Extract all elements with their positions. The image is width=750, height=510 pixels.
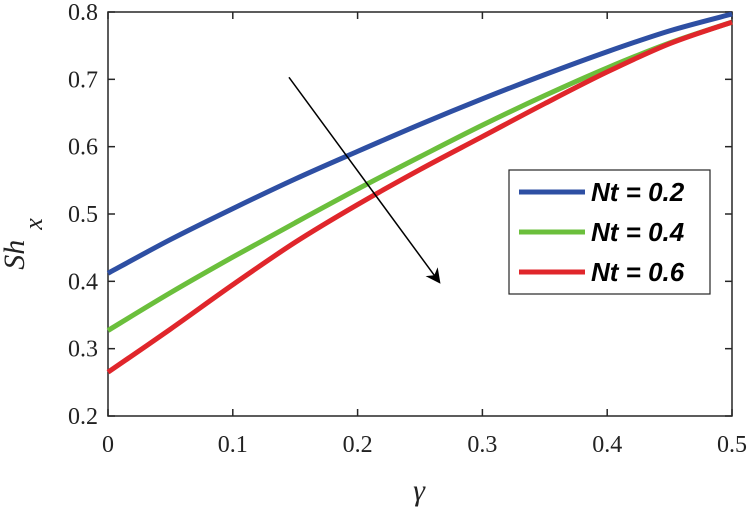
legend-label-1: Nt = 0.2 [591, 177, 685, 207]
y-tick-label: 0.7 [68, 67, 98, 93]
y-axis-label: Sh x [0, 218, 48, 270]
trend-arrow [288, 76, 441, 284]
y-tick-label: 0.8 [68, 0, 98, 26]
x-axis: 0 0.1 0.2 0.3 0.4 0.5 [102, 12, 747, 458]
y-tick-label: 0.6 [68, 135, 98, 161]
x-tick-label: 0 [102, 432, 114, 458]
series-line-2 [106, 19, 733, 333]
x-tick-label: 0.2 [343, 432, 373, 458]
x-tick-label: 0.5 [717, 432, 747, 458]
x-tick-label: 0.1 [218, 432, 248, 458]
series-line-3 [106, 19, 733, 375]
legend-label-3: Nt = 0.6 [591, 257, 685, 287]
legend: Nt = 0.2 Nt = 0.4 Nt = 0.6 [508, 169, 711, 295]
y-axis: 0.2 0.3 0.4 0.5 0.6 0.7 0.8 [68, 0, 732, 430]
y-tick-label: 0.2 [68, 404, 98, 430]
y-axis-label-main: Sh [0, 240, 31, 270]
y-tick-label: 0.5 [68, 202, 98, 228]
legend-label-2: Nt = 0.4 [591, 217, 685, 247]
x-tick-label: 0.3 [467, 432, 497, 458]
x-axis-label: γ [413, 474, 426, 507]
y-axis-label-sub: x [19, 218, 48, 231]
y-tick-label: 0.4 [68, 269, 98, 295]
x-tick-label: 0.4 [592, 432, 622, 458]
series-line-1 [106, 11, 733, 276]
series-layer [106, 11, 733, 375]
y-tick-label: 0.3 [68, 337, 98, 363]
annotation-layer [288, 76, 441, 284]
